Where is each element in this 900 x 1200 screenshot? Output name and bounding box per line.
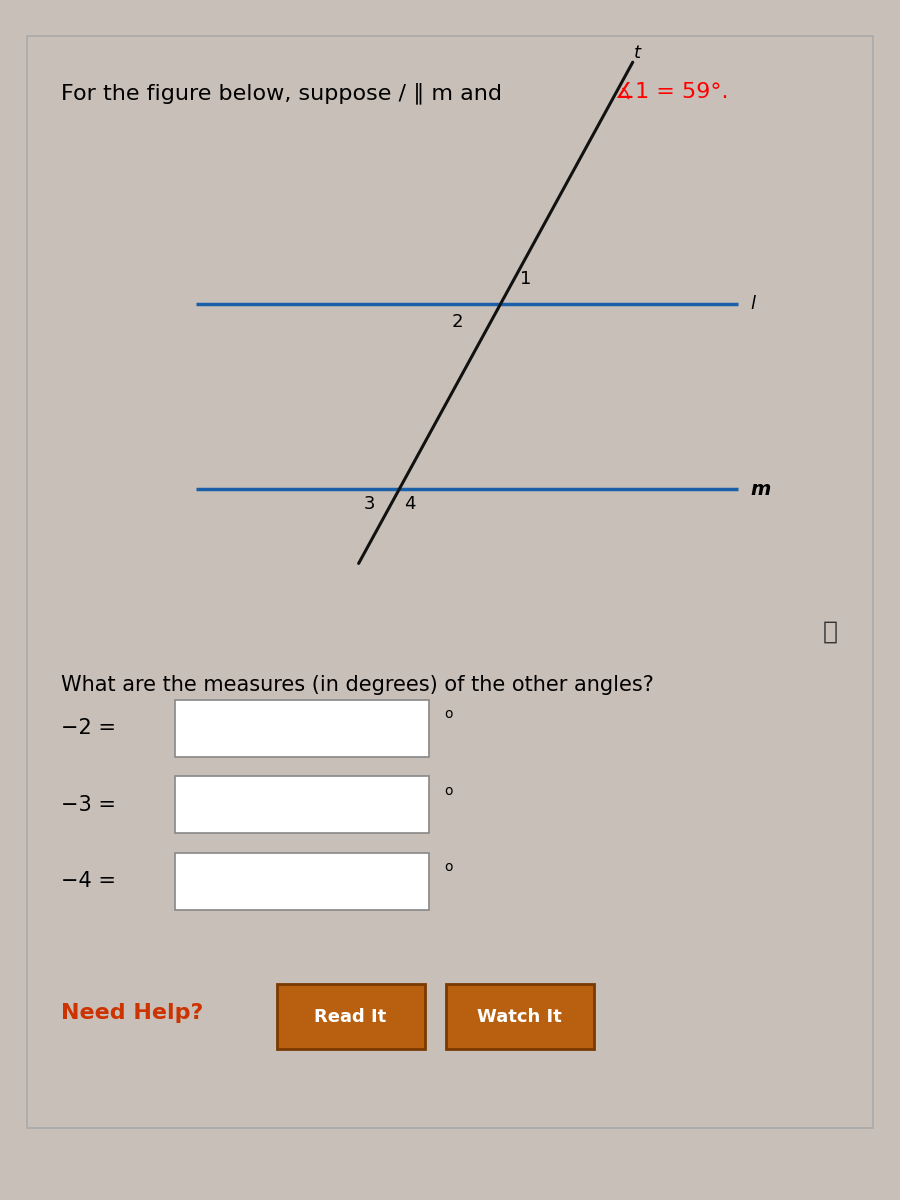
Text: 4: 4 [404, 496, 416, 514]
Text: −3 =: −3 = [61, 794, 116, 815]
Text: What are the measures (in degrees) of the other angles?: What are the measures (in degrees) of th… [61, 674, 653, 695]
Text: Read It: Read It [314, 1008, 387, 1026]
FancyBboxPatch shape [175, 853, 428, 910]
FancyBboxPatch shape [276, 984, 425, 1049]
Text: t: t [634, 44, 641, 62]
Text: ∡1 = 59°.: ∡1 = 59°. [615, 82, 728, 102]
Text: 3: 3 [364, 496, 375, 514]
Text: −2 =: −2 = [61, 719, 116, 738]
Text: l: l [751, 294, 755, 312]
Text: For the figure below, suppose / ∥ m and: For the figure below, suppose / ∥ m and [61, 82, 509, 103]
Text: o: o [444, 860, 453, 874]
Text: ⓘ: ⓘ [824, 619, 838, 643]
Text: o: o [444, 784, 453, 798]
FancyBboxPatch shape [446, 984, 594, 1049]
Text: m: m [751, 480, 770, 499]
Text: 2: 2 [452, 313, 463, 331]
Text: −4 =: −4 = [61, 871, 116, 892]
Text: Need Help?: Need Help? [61, 1003, 203, 1024]
Text: 1: 1 [519, 270, 531, 288]
FancyBboxPatch shape [175, 700, 428, 757]
FancyBboxPatch shape [175, 776, 428, 833]
Text: o: o [444, 707, 453, 721]
Text: Watch It: Watch It [477, 1008, 562, 1026]
